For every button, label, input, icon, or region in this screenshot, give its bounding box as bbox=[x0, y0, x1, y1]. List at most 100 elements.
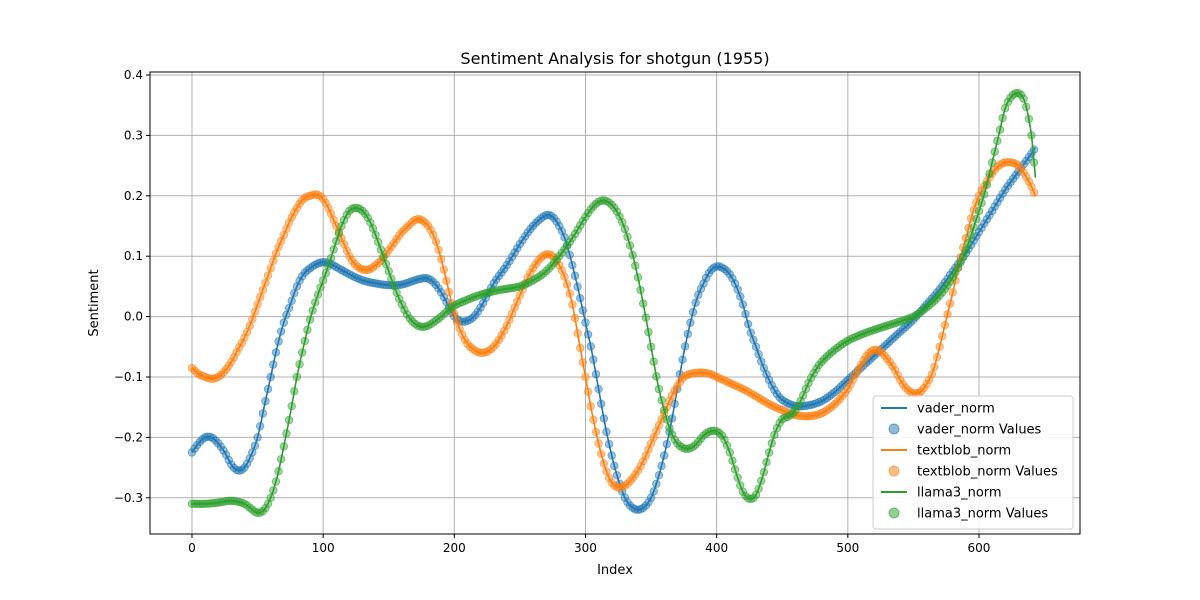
textblob-norm-point bbox=[1019, 168, 1028, 177]
textblob-norm-point bbox=[528, 264, 538, 273]
textblob-norm-point bbox=[943, 310, 952, 319]
llama3-norm-point bbox=[722, 441, 732, 450]
textblob-norm-point bbox=[442, 276, 451, 286]
vader-norm-point bbox=[284, 303, 294, 313]
textblob-norm-legend-marker bbox=[888, 465, 900, 477]
llama3-norm-point bbox=[282, 429, 291, 438]
textblob-norm-point bbox=[945, 299, 955, 308]
llama3-norm-point bbox=[1003, 97, 1013, 107]
vader-norm-point bbox=[505, 256, 514, 266]
llama3-norm-point bbox=[570, 229, 580, 239]
vader-norm-point bbox=[741, 309, 750, 319]
vader-norm-point bbox=[276, 327, 286, 336]
llama3-norm-point bbox=[284, 415, 294, 425]
vader-norm-point bbox=[764, 375, 774, 385]
vader-norm-point bbox=[224, 455, 233, 465]
llama3-norm-point bbox=[793, 401, 803, 411]
vader-norm-point bbox=[733, 285, 742, 294]
textblob-norm-point bbox=[282, 224, 291, 234]
textblob-norm-point bbox=[439, 265, 449, 274]
llama3-norm-point bbox=[974, 206, 984, 216]
y-tick-label: 0.3 bbox=[124, 128, 143, 142]
vader-norm-point bbox=[678, 355, 687, 364]
vader-norm-point bbox=[652, 479, 661, 488]
textblob-norm-point bbox=[641, 451, 651, 460]
llama3-norm-point bbox=[646, 342, 656, 351]
textblob-norm-point bbox=[573, 329, 582, 338]
vader-norm-point bbox=[219, 446, 228, 455]
vader-norm-point bbox=[662, 439, 672, 449]
vader-norm-point bbox=[442, 297, 451, 307]
llama3-norm-point bbox=[948, 273, 957, 282]
vader-norm-point bbox=[767, 381, 776, 390]
textblob-norm-point bbox=[287, 213, 296, 222]
vader-norm-point bbox=[657, 461, 666, 471]
vader-norm-point bbox=[893, 329, 902, 339]
llama3-norm-point bbox=[980, 190, 989, 199]
textblob-norm-legend-label: textblob_norm bbox=[917, 444, 1011, 459]
textblob-norm-point bbox=[255, 293, 265, 302]
llama3-norm-point bbox=[998, 113, 1007, 123]
vader-norm-point bbox=[749, 335, 758, 345]
llama3-norm-point bbox=[843, 336, 853, 345]
vader-norm-point bbox=[654, 471, 664, 480]
llama3-norm-point bbox=[271, 477, 281, 486]
vader-norm-point bbox=[282, 310, 291, 320]
legend: vader_norm vader_norm Values textblob_norm… bbox=[872, 395, 1074, 530]
textblob-norm-point bbox=[859, 356, 868, 365]
x-tick-label: 100 bbox=[312, 541, 335, 555]
y-axis-label: Sentiment bbox=[87, 269, 102, 336]
textblob-norm-point bbox=[636, 461, 645, 471]
llama3-norm-point bbox=[667, 430, 677, 439]
llama3-norm-point bbox=[657, 396, 666, 405]
axes-frame bbox=[149, 71, 1081, 535]
plot-area bbox=[187, 88, 1039, 518]
llama3-norm-point bbox=[371, 230, 380, 240]
vader-norm-point bbox=[510, 248, 519, 257]
textblob-norm-point bbox=[764, 399, 774, 409]
vader-norm-point bbox=[746, 328, 755, 337]
textblob-norm-point bbox=[927, 370, 936, 379]
vader-norm-point bbox=[694, 290, 703, 300]
y-tick-label: 0.1 bbox=[124, 249, 143, 263]
textblob-norm-point bbox=[253, 300, 262, 309]
vader-norm-point bbox=[242, 459, 252, 468]
vader-norm-point bbox=[208, 433, 218, 443]
y-tick-label: −0.3 bbox=[114, 491, 143, 505]
textblob-norm-point bbox=[437, 255, 446, 264]
vader-norm-point bbox=[589, 355, 598, 364]
llama3-norm-point bbox=[951, 268, 960, 277]
vader-norm-point bbox=[237, 465, 247, 475]
vader-norm-point bbox=[203, 432, 212, 441]
llama3-norm-point bbox=[636, 285, 645, 295]
llama3-norm-point bbox=[604, 198, 614, 207]
textblob-norm-point bbox=[513, 297, 522, 306]
vader-norm-point bbox=[998, 189, 1007, 198]
llama3-norm-point bbox=[339, 215, 349, 225]
textblob-norm-point bbox=[940, 320, 950, 330]
textblob-norm-point bbox=[670, 386, 679, 395]
textblob-norm-point bbox=[318, 194, 328, 204]
y-tick-label: −0.2 bbox=[114, 430, 143, 444]
llama3-norm-legend-marker bbox=[888, 507, 900, 519]
vader-norm-point bbox=[513, 243, 522, 253]
llama3-norm-point bbox=[628, 250, 637, 260]
textblob-norm-point bbox=[494, 335, 504, 344]
vader-norm-point bbox=[644, 498, 653, 507]
llama3-norm-point bbox=[1027, 131, 1036, 140]
vader-norm-point bbox=[882, 339, 892, 348]
llama3-norm-point bbox=[806, 373, 816, 383]
textblob-norm-point bbox=[471, 346, 480, 355]
textblob-norm-point bbox=[935, 342, 944, 351]
llama3-norm-point bbox=[990, 147, 999, 156]
llama3-norm-point bbox=[995, 125, 1005, 134]
textblob-norm-point bbox=[827, 402, 837, 411]
textblob-norm-point bbox=[893, 371, 902, 380]
vader-norm-point bbox=[701, 273, 711, 283]
llama3-norm-point bbox=[733, 473, 742, 482]
llama3-norm-point bbox=[625, 241, 635, 250]
llama3-norm-point bbox=[725, 448, 734, 457]
textblob-norm-point bbox=[229, 353, 239, 362]
llama3-norm-point bbox=[754, 484, 763, 493]
vader-norm-point bbox=[597, 399, 606, 409]
